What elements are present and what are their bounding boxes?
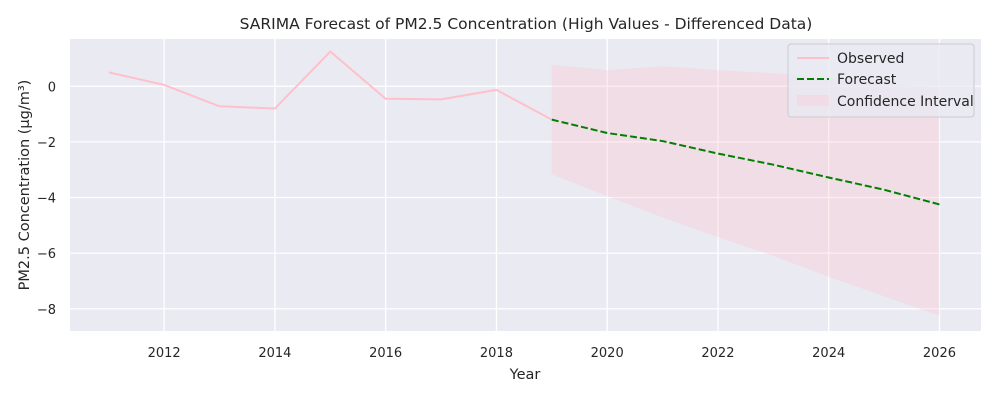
observed-line bbox=[108, 50, 553, 121]
x-tick-label: 2014 bbox=[258, 346, 291, 361]
y-tick-label: 0 bbox=[48, 80, 56, 95]
x-tick-label: 2024 bbox=[812, 346, 845, 361]
legend: Observed Forecast Confidence Interval bbox=[787, 43, 975, 118]
confidence-interval-band bbox=[551, 64, 940, 316]
x-tick-label: 2026 bbox=[923, 346, 956, 361]
confidence-band bbox=[551, 64, 940, 316]
x-tick-label: 2016 bbox=[369, 346, 402, 361]
y-axis: 0 −2 −4 −6 −8 bbox=[37, 80, 56, 317]
y-axis-title: PM2.5 Concentration (µg/m³) bbox=[17, 80, 33, 291]
x-tick-label: 2020 bbox=[591, 346, 624, 361]
series-lines bbox=[108, 50, 940, 206]
y-tick-label: −4 bbox=[37, 192, 56, 207]
legend-box bbox=[787, 43, 975, 118]
y-tick-label: −6 bbox=[37, 247, 56, 262]
legend-label-confidence: Confidence Interval bbox=[837, 94, 974, 110]
forecast-line bbox=[551, 118, 940, 206]
x-tick-label: 2018 bbox=[480, 346, 513, 361]
legend-label-forecast: Forecast bbox=[837, 72, 897, 88]
x-axis: 2012 2014 2016 2018 2020 2022 2024 2026 bbox=[148, 346, 956, 361]
x-tick-label: 2012 bbox=[148, 346, 181, 361]
chart-title: SARIMA Forecast of PM2.5 Concentration (… bbox=[240, 15, 813, 33]
x-axis-title: Year bbox=[509, 367, 541, 383]
legend-label-observed: Observed bbox=[837, 51, 904, 67]
x-tick-label: 2022 bbox=[701, 346, 734, 361]
y-tick-label: −8 bbox=[37, 303, 56, 318]
legend-swatch-confidence bbox=[797, 95, 829, 106]
y-tick-label: −2 bbox=[37, 136, 56, 151]
